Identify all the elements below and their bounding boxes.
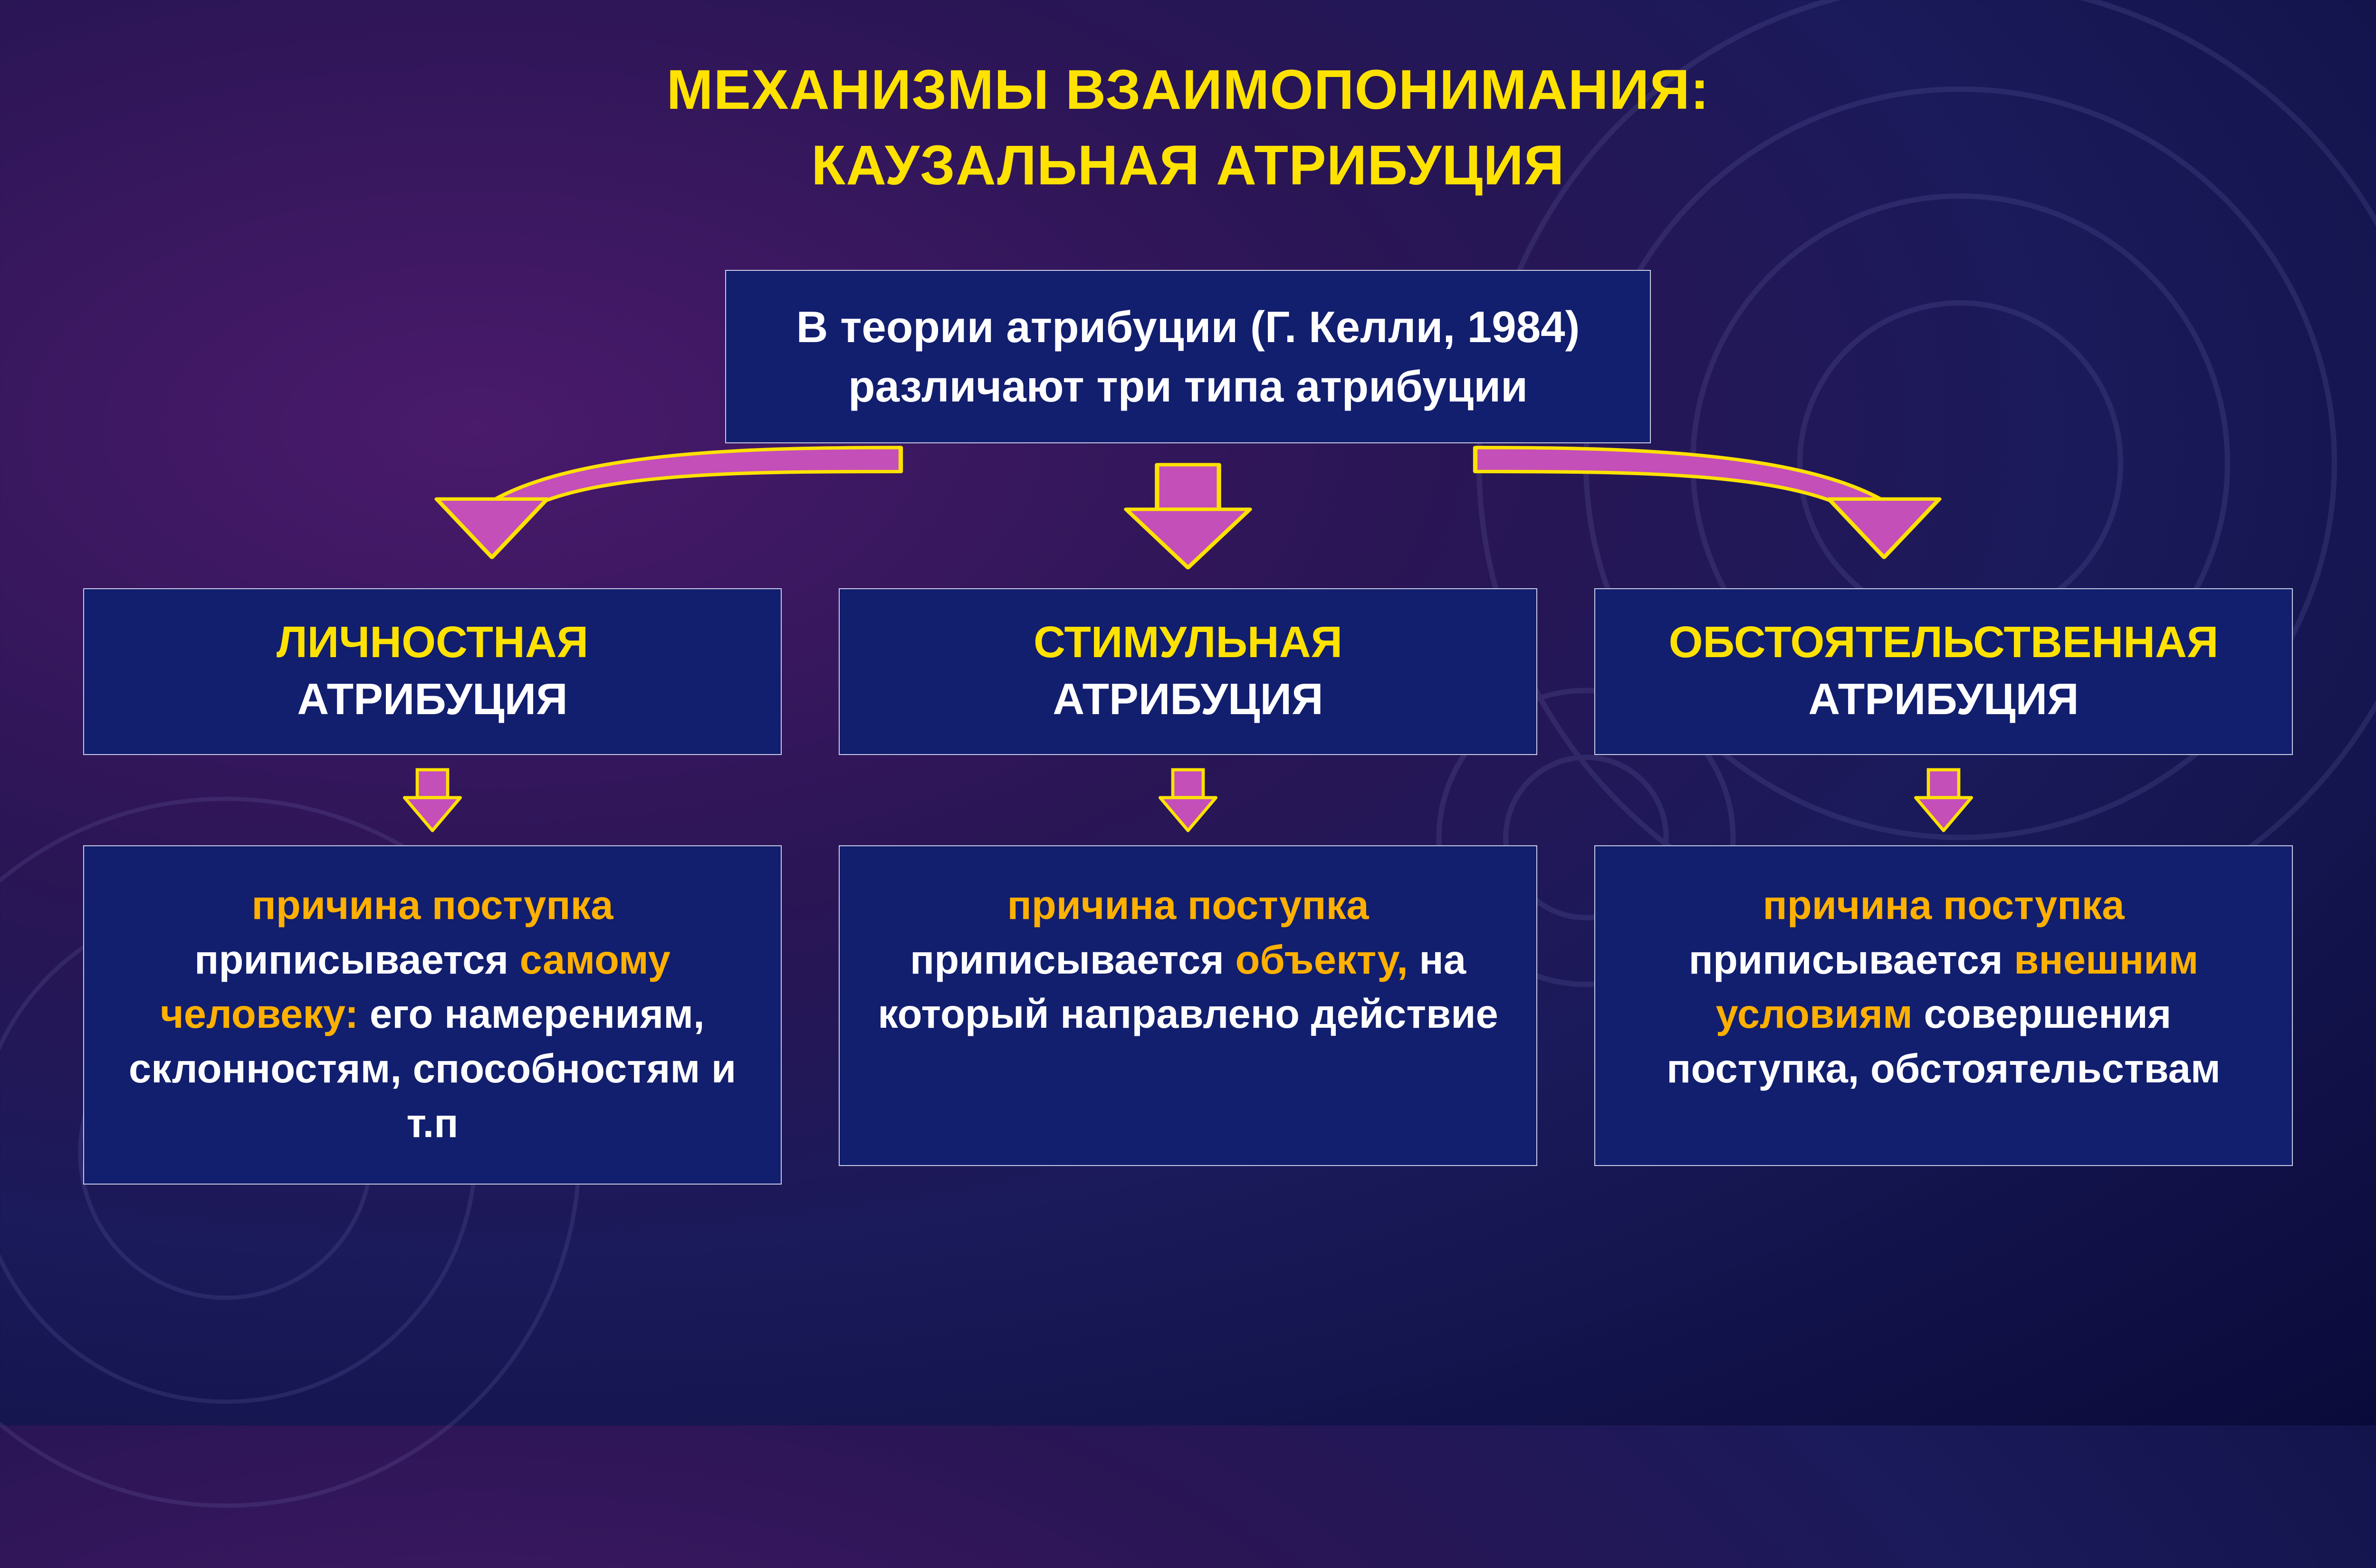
description-box: причина поступка приписывается объекту, …	[839, 845, 1537, 1166]
curved-arrow-right-icon	[1475, 448, 1940, 557]
body-text: приписывается	[194, 937, 520, 983]
title-line-1: МЕХАНИЗМЫ ВЗАИМОПОНИМАНИЯ:	[83, 52, 2293, 128]
category-title: СТИМУЛЬНАЯ	[857, 613, 1519, 670]
highlight-text: объекту,	[1235, 937, 1408, 983]
category-box: ОБСТОЯТЕЛЬСТВЕННАЯАТРИБУЦИЯ	[1594, 588, 2293, 755]
columns: ЛИЧНОСТНАЯАТРИБУЦИЯпричина поступка прип…	[83, 588, 2293, 1185]
highlight-text: причина поступка	[1763, 883, 2125, 928]
category-box: ЛИЧНОСТНАЯАТРИБУЦИЯ	[83, 588, 782, 755]
highlight-text: причина поступка	[1007, 883, 1369, 928]
root-line-1: В теории атрибуции (Г. Келли, 1984)	[796, 297, 1580, 357]
title-line-2: КАУЗАЛЬНАЯ АТРИБУЦИЯ	[83, 128, 2293, 203]
root-box: В теории атрибуции (Г. Келли, 1984) разл…	[725, 270, 1651, 443]
down-arrow-icon	[1906, 762, 1982, 838]
branch-arrows	[83, 434, 2293, 588]
down-arrow-wrap	[1906, 755, 1982, 845]
down-arrow-wrap	[1150, 755, 1226, 845]
slide-title: МЕХАНИЗМЫ ВЗАИМОПОНИМАНИЯ: КАУЗАЛЬНАЯ АТ…	[83, 52, 2293, 203]
column-1: СТИМУЛЬНАЯАТРИБУЦИЯ причина поступка прип…	[839, 588, 1537, 1185]
category-title: ЛИЧНОСТНАЯ	[102, 613, 763, 670]
slide: МЕХАНИЗМЫ ВЗАИМОПОНИМАНИЯ: КАУЗАЛЬНАЯ АТ…	[0, 0, 2376, 1425]
highlight-text: причина поступка	[252, 883, 613, 928]
body-text: приписывается	[910, 937, 1236, 983]
curved-arrow-left-icon	[437, 448, 901, 557]
down-arrow-icon	[394, 762, 470, 838]
down-arrow-icon	[1150, 762, 1226, 838]
column-2: ОБСТОЯТЕЛЬСТВЕННАЯАТРИБУЦИЯ причина посту…	[1594, 588, 2293, 1185]
category-subtitle: АТРИБУЦИЯ	[857, 670, 1519, 727]
description-box: причина поступка приписывается внешним у…	[1594, 845, 2293, 1166]
root-line-2: различают три типа атрибуции	[796, 357, 1580, 416]
category-title: ОБСТОЯТЕЛЬСТВЕННАЯ	[1613, 613, 2274, 670]
down-arrow-center-icon	[1126, 465, 1250, 568]
body-text: приписывается	[1689, 937, 2014, 983]
branch-arrows-svg	[83, 434, 2293, 588]
column-0: ЛИЧНОСТНАЯАТРИБУЦИЯ причина поступка прип…	[83, 588, 782, 1185]
category-subtitle: АТРИБУЦИЯ	[1613, 670, 2274, 727]
description-box: причина поступка приписывается самому че…	[83, 845, 782, 1185]
category-box: СТИМУЛЬНАЯАТРИБУЦИЯ	[839, 588, 1537, 755]
down-arrow-wrap	[394, 755, 470, 845]
category-subtitle: АТРИБУЦИЯ	[102, 670, 763, 727]
